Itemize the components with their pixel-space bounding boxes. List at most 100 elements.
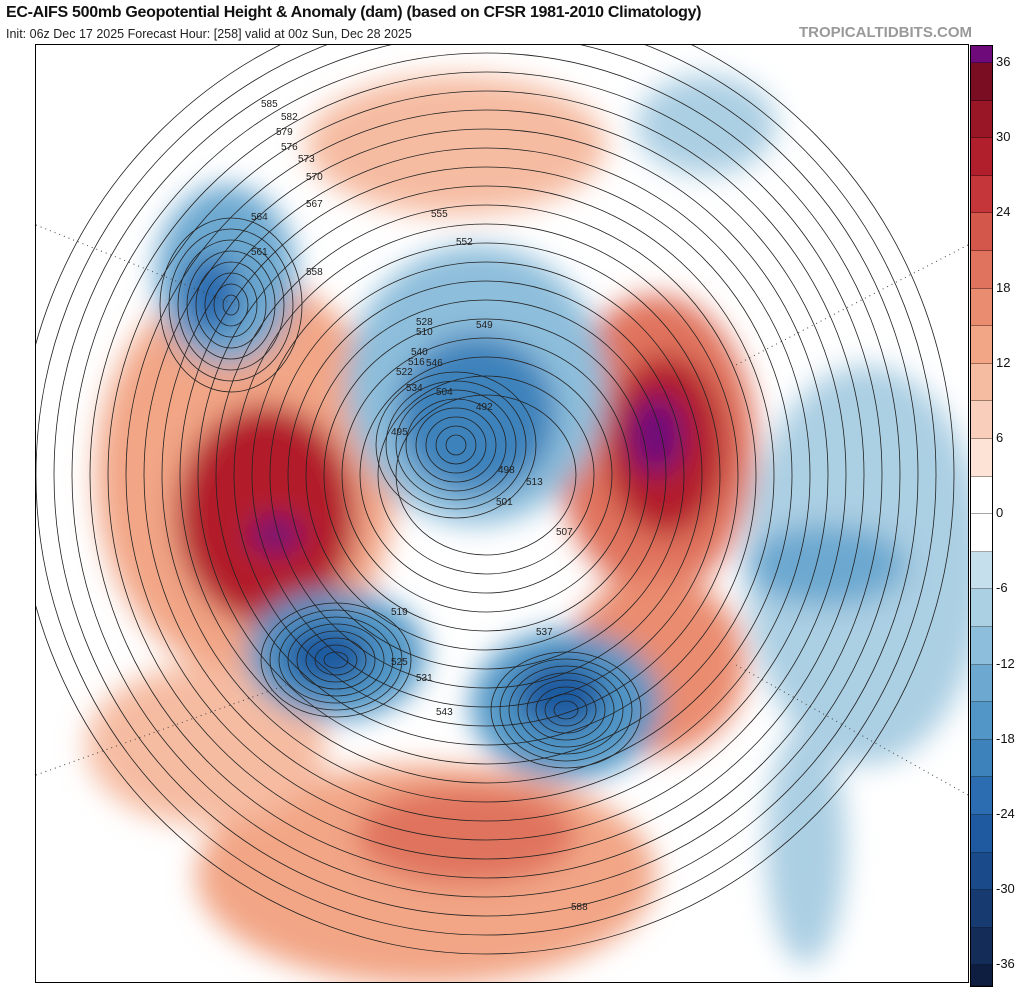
colorbar-bin [971, 138, 992, 176]
height-contour [544, 693, 588, 727]
height-contour [179, 166, 793, 784]
height-contour [278, 616, 394, 704]
height-contour [222, 294, 240, 316]
colorbar-tick-label: -6 [996, 580, 1008, 596]
colorbar-bin [971, 890, 992, 928]
warm-core-west [176, 405, 356, 625]
cold-core-arctic [396, 335, 556, 495]
warm-anomaly-pacific [86, 665, 326, 825]
height-contour [445, 434, 467, 456]
height-contour [168, 228, 294, 382]
contour-label: 576 [281, 142, 298, 153]
colorbar-bin [971, 815, 992, 853]
height-contour [287, 280, 685, 670]
colorbar-bin [971, 551, 992, 590]
contour-label: 588 [571, 902, 588, 913]
colorbar-bin [971, 326, 992, 364]
contour-label: 585 [261, 99, 278, 110]
colorbar-tick-label: 0 [996, 505, 1004, 521]
contour-label: 492 [476, 402, 493, 413]
warm-core-us [356, 785, 576, 885]
colorbar-bin [971, 175, 992, 214]
height-contour [395, 394, 577, 556]
colorbar-tick-label: -36 [996, 956, 1015, 972]
height-contour [251, 242, 721, 708]
height-contour [204, 272, 258, 338]
contour-label: 501 [496, 497, 513, 508]
contour-label: 513 [526, 477, 543, 488]
contour-label: 552 [456, 237, 473, 248]
colorbar-tick-label: 24 [996, 204, 1011, 220]
cold-core-alaska [181, 255, 241, 335]
height-contour [143, 128, 829, 822]
height-contour [305, 299, 667, 651]
contour-label: 555 [431, 209, 448, 220]
latitude-grid [36, 224, 968, 796]
colorbar-bin [971, 777, 992, 815]
contour-label: 543 [436, 707, 453, 718]
anomaly-map: 585 582 579 576 573 570 567 564 561 558 555 552 549 5… [35, 44, 969, 983]
contour-label: 573 [298, 154, 315, 165]
warm-peak-siberia [628, 395, 684, 475]
height-contour [385, 380, 527, 510]
colorbar-bin [971, 251, 992, 289]
colorbar-bin [971, 363, 992, 402]
colorbar-bin [971, 100, 992, 139]
height-contour [215, 204, 757, 746]
contour-label: 525 [391, 657, 408, 668]
height-contour [490, 651, 642, 769]
contour-label: 516 [408, 357, 425, 368]
height-contour [305, 637, 367, 683]
anomaly-field [86, 75, 968, 982]
colorbar-tick-label: 30 [996, 129, 1011, 145]
contour-label: 546 [426, 358, 443, 369]
colorbar-bin [971, 401, 992, 439]
contour-label: 498 [498, 465, 515, 476]
contour-label: 558 [306, 267, 323, 278]
height-contour [405, 398, 507, 492]
contour-label: 567 [306, 199, 323, 210]
contour-label: 528 [416, 317, 433, 328]
height-contour [89, 71, 883, 879]
contour-label: 537 [536, 627, 553, 638]
colorbar-bin [971, 589, 992, 627]
warm-anomaly-top [306, 75, 606, 215]
colorbar-bin [971, 965, 992, 986]
contour-label: 519 [391, 607, 408, 618]
colorbar-bin [971, 852, 992, 891]
height-contour [526, 679, 606, 741]
cold-core-east-asia [746, 525, 906, 605]
height-contour [159, 217, 303, 393]
height-contour [415, 407, 497, 483]
height-contour [161, 147, 811, 803]
warm-peak-west [251, 517, 301, 553]
contour-label: 549 [476, 320, 493, 331]
colorbar-bin [971, 213, 992, 251]
height-contour [53, 45, 919, 917]
colorbar-bin [971, 288, 992, 327]
height-contour [260, 602, 412, 718]
contour-label: 504 [436, 387, 453, 398]
height-contour [323, 651, 349, 669]
height-contour [553, 700, 579, 720]
colorbar-tick-label: -24 [996, 806, 1015, 821]
height-contours [36, 45, 955, 955]
height-contour [535, 686, 597, 734]
contour-label: 540 [411, 347, 428, 358]
height-contour [395, 389, 517, 501]
height-contour [517, 672, 615, 748]
height-contour [499, 658, 633, 762]
colorbar-bin [971, 439, 992, 477]
colorbar-bin [971, 514, 992, 552]
colorbar-bin [971, 739, 992, 778]
brand-watermark: TROPICALTIDBITS.COM [798, 24, 972, 41]
contour-label: 582 [281, 112, 298, 123]
contour-label: 579 [276, 127, 293, 138]
height-contour [233, 223, 739, 727]
height-contour [508, 665, 624, 755]
cold-core-gulf-alaska [281, 623, 371, 687]
colorbar-bin [971, 627, 992, 665]
height-contour [125, 109, 847, 841]
height-contour [375, 371, 537, 519]
